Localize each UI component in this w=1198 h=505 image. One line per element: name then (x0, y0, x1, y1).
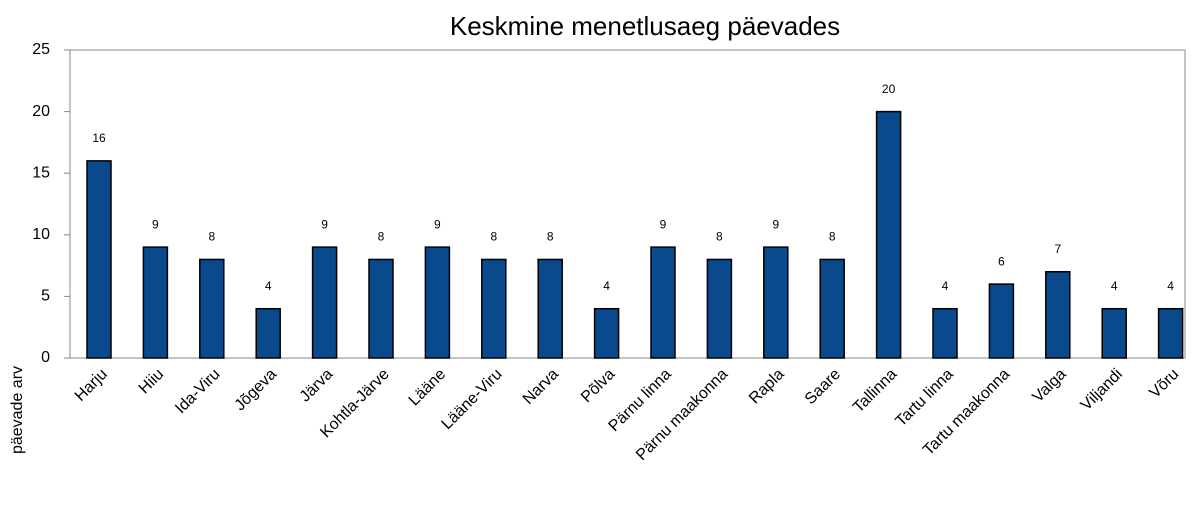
bar (199, 258, 225, 359)
y-tick-label: 15 (32, 164, 50, 181)
bar (650, 246, 676, 359)
chart-title: Keskmine menetlusaeg päevades (450, 11, 840, 41)
plot-frame (69, 49, 1186, 359)
bar (1157, 307, 1184, 359)
value-label: 6 (998, 254, 1005, 268)
x-tick-label: Viljandi (1078, 366, 1126, 414)
x-tick-label: Tallinna (850, 366, 900, 416)
y-axis-label: päevade arv (9, 366, 26, 454)
y-tick-label: 0 (41, 349, 50, 366)
value-label: 9 (434, 217, 441, 231)
x-tick-label: Ida-Viru (172, 366, 223, 417)
bar (1045, 271, 1071, 359)
bar (86, 160, 112, 359)
x-tick-label: Saare (802, 366, 844, 408)
y-tick-label: 5 (41, 288, 50, 305)
value-label: 4 (1167, 279, 1174, 293)
bar (932, 307, 958, 359)
bar (1101, 307, 1127, 359)
y-tick-label: 20 (32, 103, 50, 120)
value-label: 9 (772, 217, 779, 231)
value-label: 9 (321, 217, 328, 231)
y-tick-label: 10 (32, 226, 50, 243)
x-tick-label: Põlva (578, 366, 618, 406)
bar (819, 258, 845, 359)
value-label: 9 (152, 217, 159, 231)
bar (368, 258, 394, 359)
x-tick-label: Võru (1146, 366, 1182, 402)
value-label: 8 (208, 230, 215, 244)
x-tick-label: Hiiu (136, 366, 168, 398)
bar (537, 258, 563, 359)
x-tick-label: Lääne (406, 366, 450, 410)
bar (706, 258, 733, 359)
x-tick-label: Lääne-Viru (438, 366, 505, 433)
value-label: 4 (942, 279, 949, 293)
bar (875, 110, 902, 359)
value-label: 16 (92, 131, 106, 145)
bar (988, 283, 1015, 359)
x-tick-label: Valga (1029, 366, 1069, 406)
value-label: 8 (378, 230, 385, 244)
value-label: 7 (1054, 242, 1061, 256)
x-tick-label: Narva (520, 366, 562, 408)
value-label: 8 (829, 230, 836, 244)
bar (424, 246, 451, 359)
bar (593, 307, 620, 359)
value-label: 9 (660, 217, 667, 231)
value-label: 4 (1111, 279, 1118, 293)
value-label: 8 (716, 230, 723, 244)
bar (142, 246, 169, 359)
x-tick-label: Jõgeva (232, 366, 281, 415)
value-label: 4 (265, 279, 272, 293)
bar (481, 258, 507, 359)
value-label: 4 (603, 279, 610, 293)
x-tick-label: Järva (297, 366, 337, 406)
x-tick-label: Rapla (746, 366, 788, 408)
value-label: 20 (882, 82, 896, 96)
x-tick-label: Harju (72, 366, 111, 405)
y-tick-label: 25 (32, 41, 50, 58)
bar (255, 307, 281, 359)
value-label: 8 (547, 230, 554, 244)
bar (763, 246, 789, 359)
value-label: 8 (490, 230, 497, 244)
bar (311, 246, 338, 359)
